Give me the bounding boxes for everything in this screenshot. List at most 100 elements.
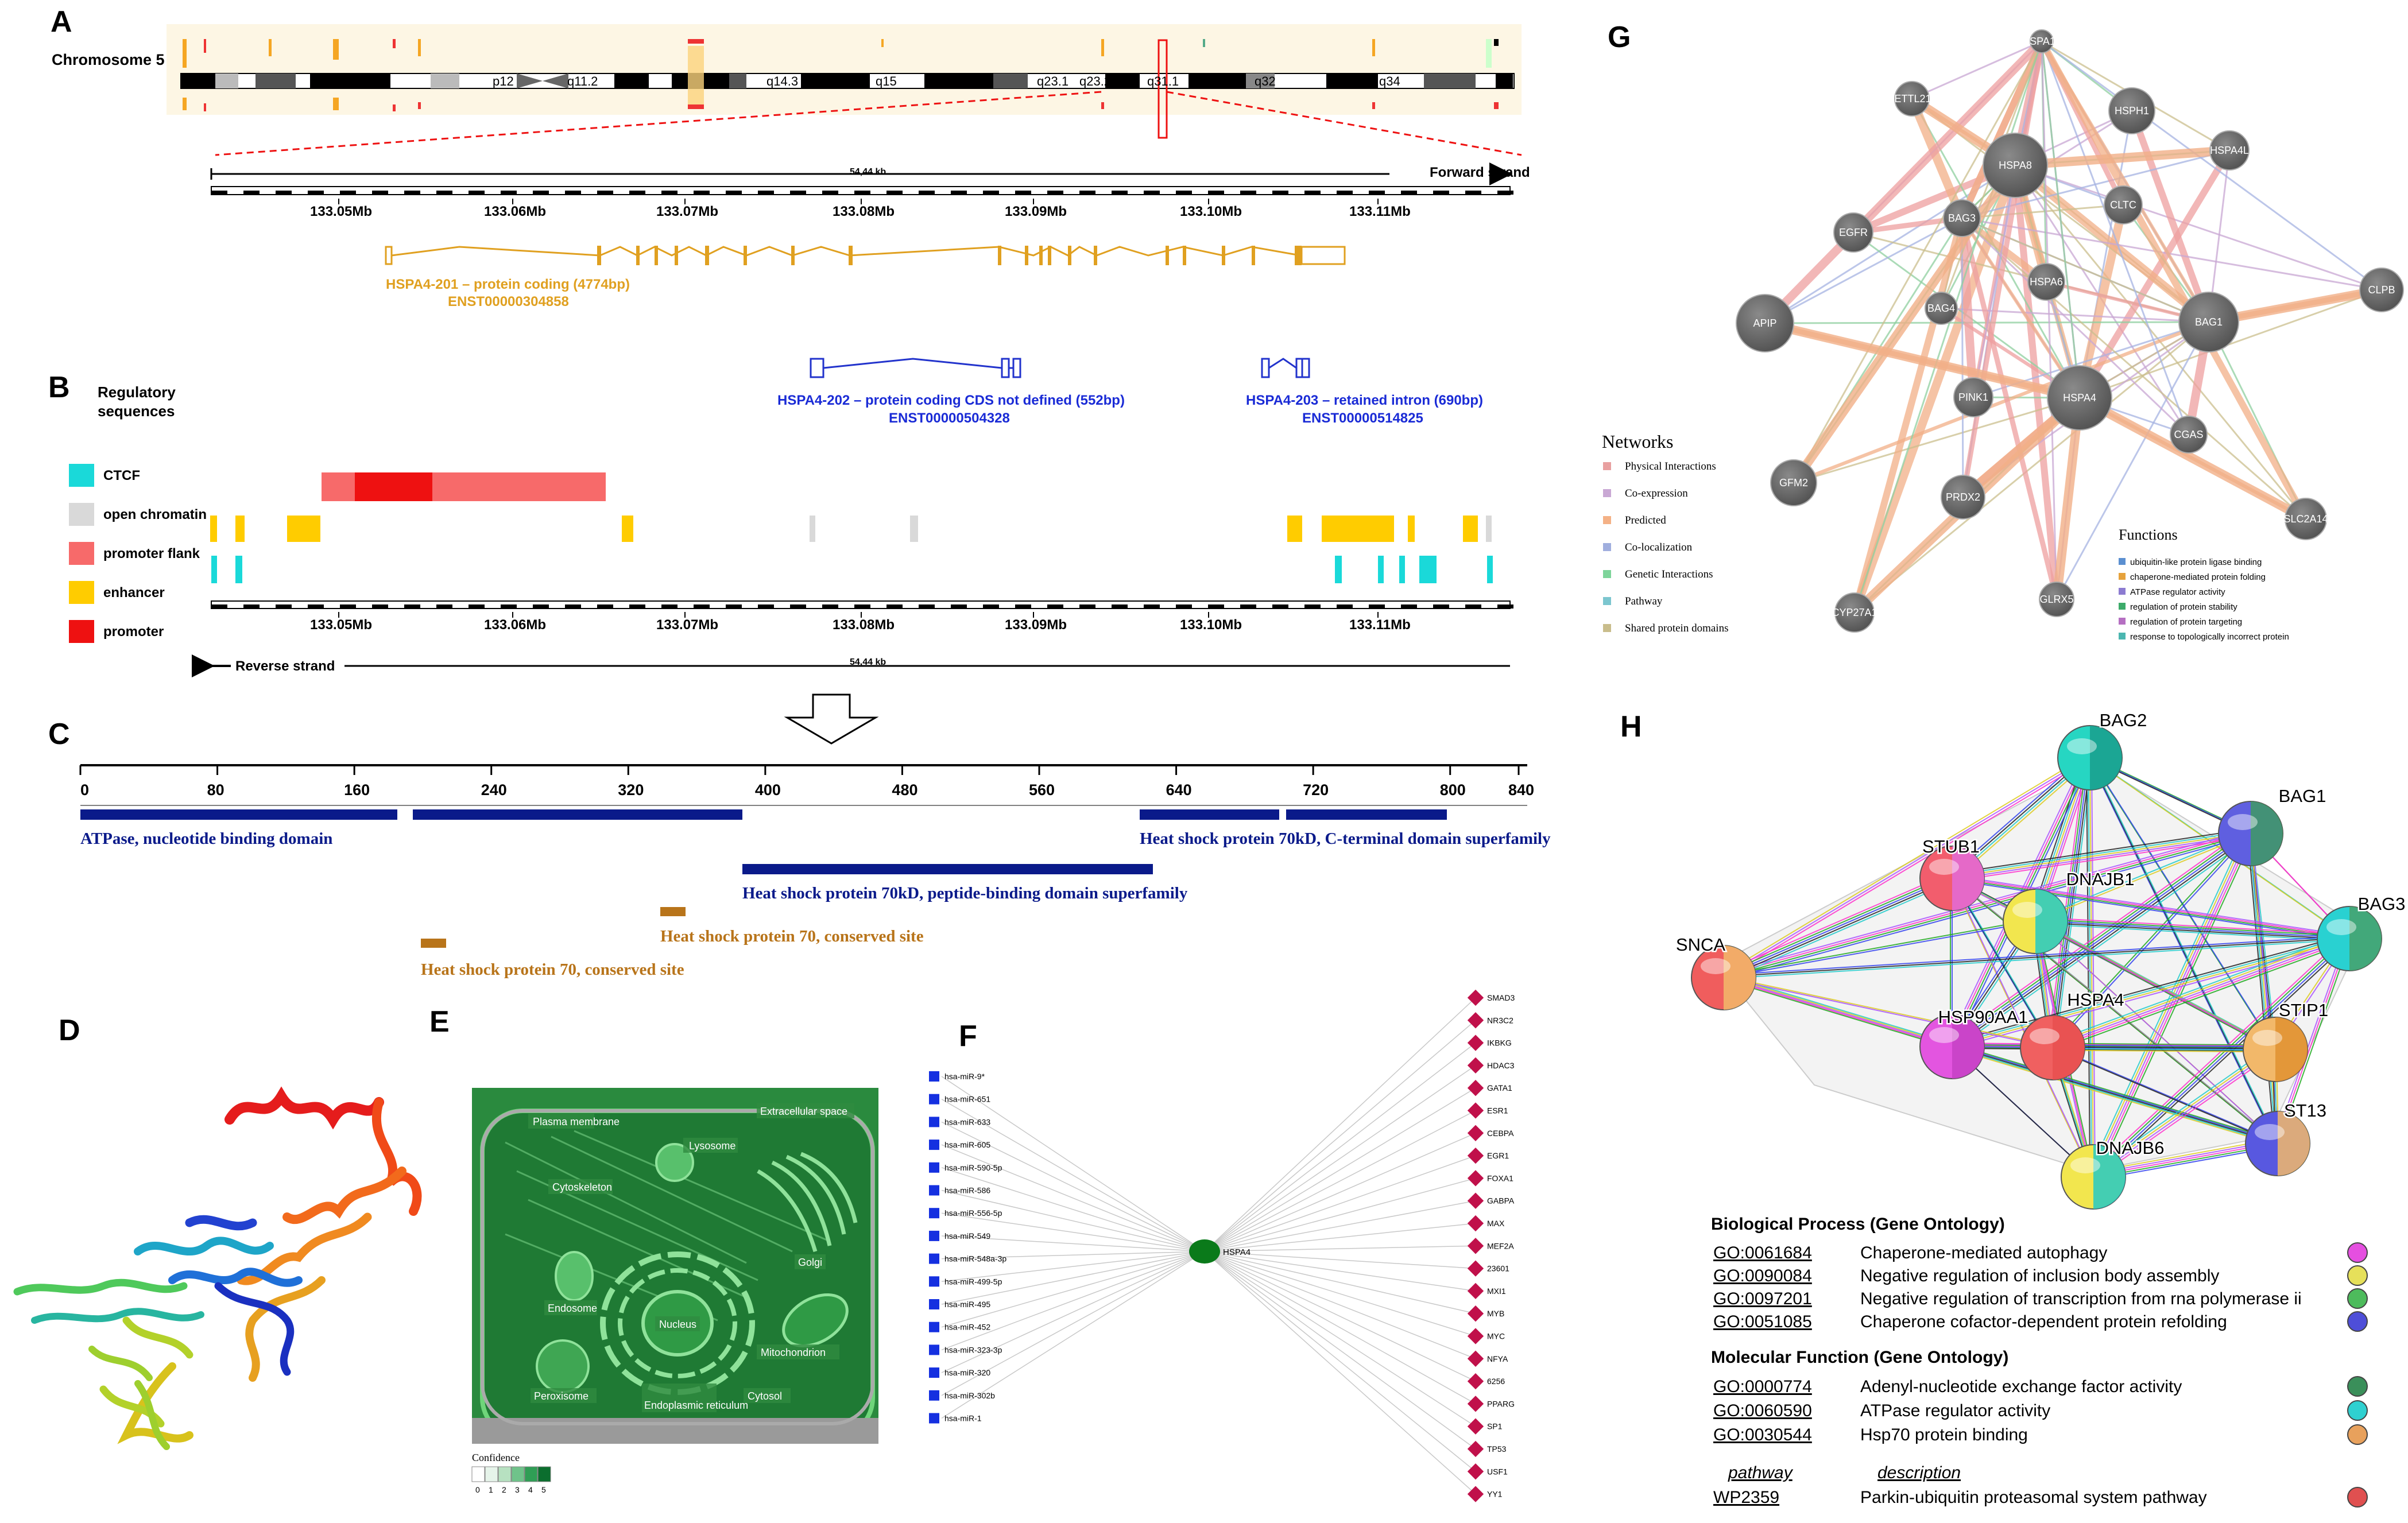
ruler-block bbox=[243, 604, 260, 609]
mirna-edge bbox=[941, 1167, 1205, 1252]
confidence-swatch bbox=[485, 1466, 498, 1482]
network-edge bbox=[1961, 217, 1964, 498]
tf-node bbox=[1467, 1328, 1484, 1344]
network-legend-label: Co-expression bbox=[1625, 487, 1688, 499]
confidence-level-label: 4 bbox=[528, 1485, 533, 1494]
tf-edge bbox=[1204, 1251, 1476, 1314]
mirna-label: hsa-miR-586 bbox=[944, 1186, 990, 1195]
mirna-label: hsa-miR-302b bbox=[944, 1391, 995, 1400]
interaction-edge bbox=[2048, 1043, 2271, 1046]
network-legend-swatch bbox=[1603, 462, 1611, 470]
protein-node-highlight bbox=[1701, 958, 1730, 974]
go-description: Negative regulation of transcription fro… bbox=[1860, 1289, 2302, 1308]
ruler-block bbox=[436, 604, 452, 609]
ruler-block bbox=[501, 191, 517, 195]
legend-swatch bbox=[69, 542, 94, 565]
ruler-block bbox=[1369, 191, 1385, 195]
network-legend-label: Genetic Interactions bbox=[1625, 568, 1713, 580]
mirna-node bbox=[929, 1185, 939, 1196]
domain2-label: Heat shock protein 70kD, C-terminal doma… bbox=[1140, 830, 1551, 848]
down-arrow-icon bbox=[784, 693, 879, 745]
confidence-level-label: 2 bbox=[502, 1485, 506, 1494]
confidence-swatch bbox=[471, 1466, 485, 1482]
ruler-block bbox=[1272, 191, 1288, 195]
interaction-edge bbox=[1952, 1046, 2276, 1050]
interaction-edge bbox=[2047, 753, 2086, 1044]
interaction-edge bbox=[2031, 916, 2345, 935]
gene-node-label: HSPA6 bbox=[2030, 276, 2063, 288]
confidence-title: Confidence bbox=[472, 1452, 520, 1463]
gene-node-label: HSPH1 bbox=[2115, 105, 2149, 117]
tf-node bbox=[1467, 1418, 1484, 1435]
ruler-block bbox=[854, 191, 870, 195]
network-legend-swatch bbox=[1603, 624, 1611, 632]
tf-edge bbox=[1204, 1251, 1476, 1495]
network-legend-swatch bbox=[1603, 516, 1611, 524]
ctcf-feature bbox=[1419, 556, 1437, 583]
interaction-edge bbox=[2091, 759, 2096, 1179]
mirna-label: hsa-miR-605 bbox=[944, 1140, 990, 1149]
legend-swatch bbox=[69, 620, 94, 643]
axis-tick-label: 160 bbox=[344, 781, 370, 799]
tf-node bbox=[1467, 1282, 1484, 1300]
functions-title: Functions bbox=[2119, 526, 2178, 543]
tf-label: MYB bbox=[1487, 1309, 1504, 1318]
tf-label: SP1 bbox=[1487, 1422, 1503, 1431]
transcript3-id: ENST00000514825 bbox=[1302, 410, 1423, 426]
axis-tick-label: 480 bbox=[892, 781, 917, 799]
tf-edge bbox=[1204, 1020, 1476, 1252]
network-edge bbox=[1961, 217, 2383, 291]
tf-edge bbox=[1204, 1251, 1476, 1450]
go-color-swatch bbox=[2347, 1487, 2368, 1508]
ruler-block bbox=[372, 191, 388, 195]
protein-node-segment bbox=[1952, 846, 1984, 910]
function-legend-label: response to topologically incorrect prot… bbox=[2130, 632, 2289, 642]
interaction-edge bbox=[2090, 831, 2249, 1175]
tf-label: MXI1 bbox=[1487, 1286, 1506, 1296]
network-legend-label: Predicted bbox=[1625, 514, 1666, 526]
ruler-block bbox=[597, 604, 613, 609]
gene-node-label: EGFR bbox=[1839, 227, 1868, 238]
gene-node-label: PINK1 bbox=[1958, 392, 1988, 403]
panel-c: 0 80 160 240 320 400 480 560 640 720 800 840 ATPase… bbox=[79, 764, 1551, 979]
compartment-label: Mitochondrion bbox=[761, 1347, 826, 1358]
function-legend-swatch bbox=[2119, 603, 2126, 610]
mirna-node bbox=[929, 1276, 939, 1287]
panel-b: Regulatory sequences HSPA4-202 – protein… bbox=[69, 358, 1513, 745]
tf-node bbox=[1467, 1102, 1484, 1119]
transcript2-id: ENST00000504328 bbox=[889, 410, 1010, 426]
function-legend-label: regulation of protein targeting bbox=[2130, 617, 2242, 627]
interaction-edge bbox=[1949, 830, 2249, 1045]
mirna-label: hsa-miR-590-5p bbox=[944, 1163, 1002, 1172]
ruler-block bbox=[340, 191, 356, 195]
panel-letter-d: D bbox=[59, 1014, 80, 1047]
tf-label: MAX bbox=[1487, 1219, 1505, 1228]
go-color-swatch bbox=[2347, 1288, 2368, 1309]
tick-label: 133.06Mb bbox=[484, 204, 546, 219]
interaction-edge bbox=[1721, 875, 1950, 976]
legend-label: open chromatin bbox=[103, 507, 207, 522]
protein-node-label: BAG3 bbox=[2358, 894, 2406, 914]
go-color-swatch bbox=[2347, 1424, 2368, 1445]
protein-node-label: HSPA4 bbox=[2067, 990, 2124, 1010]
interaction-edge bbox=[2092, 832, 2251, 1176]
scale-label: 54,44 kb bbox=[850, 167, 886, 177]
ruler-block bbox=[1272, 604, 1288, 609]
network-legend-label: Shared protein domains bbox=[1625, 622, 1728, 634]
interaction-edge bbox=[2051, 937, 2349, 1048]
network-edge bbox=[1792, 320, 2210, 485]
protein-node-segment bbox=[2090, 726, 2122, 790]
transcript-hspa4-203 bbox=[1261, 358, 1310, 378]
interaction-edge bbox=[2034, 920, 2275, 1049]
axis-tick-label: 640 bbox=[1166, 781, 1192, 799]
ruler-block bbox=[629, 604, 645, 609]
interaction-edge bbox=[1950, 1044, 2274, 1048]
interaction-edge bbox=[1721, 831, 2250, 976]
ctcf-feature bbox=[1378, 556, 1384, 583]
ruler-block bbox=[1144, 191, 1160, 195]
interaction-edge bbox=[2051, 757, 2090, 1047]
go-description: Hsp70 protein binding bbox=[1860, 1425, 2028, 1444]
ruler-block bbox=[919, 191, 935, 195]
compartment-label: Peroxisome bbox=[534, 1390, 589, 1402]
gene-node bbox=[1953, 377, 1993, 417]
